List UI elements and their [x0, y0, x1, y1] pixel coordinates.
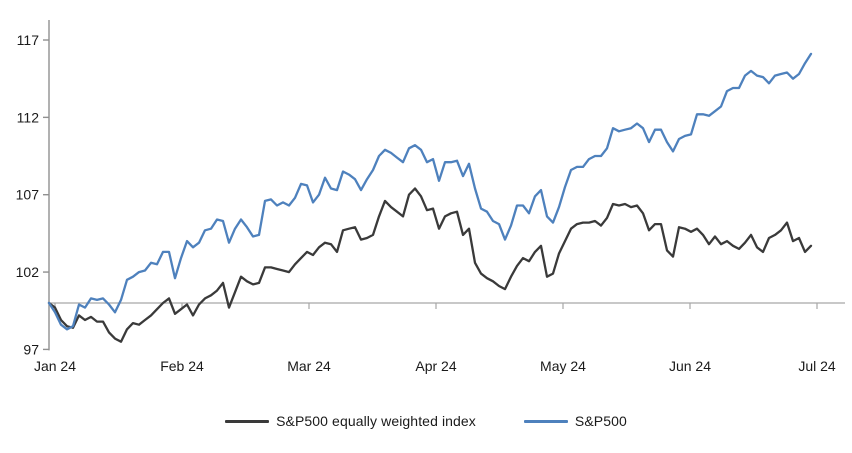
chart-legend: S&P500 equally weighted index S&P500: [0, 413, 852, 429]
y-axis-tick-label: 97: [23, 341, 39, 357]
legend-item-sp500: S&P500: [523, 413, 627, 429]
x-axis-tick-label: May 24: [540, 358, 586, 374]
x-axis-tick-label: Jan 24: [34, 358, 76, 374]
x-axis-tick-label: Mar 24: [287, 358, 331, 374]
y-axis-tick-label: 117: [17, 32, 40, 48]
x-axis-tick-label: Jul 24: [798, 358, 836, 374]
series-line-equal-weight: [47, 187, 813, 343]
x-axis-tick-label: Jun 24: [669, 358, 711, 374]
x-axis-tick-label: Apr 24: [415, 358, 456, 374]
series-line-sp500: [47, 52, 813, 331]
legend-item-equal-weight: S&P500 equally weighted index: [225, 413, 476, 429]
legend-label-equal-weight: S&P500 equally weighted index: [276, 413, 476, 429]
y-axis-tick-label: 102: [16, 264, 40, 280]
legend-line-swatch-sp500: [523, 419, 568, 423]
legend-line-swatch-equal-weight: [225, 419, 270, 423]
y-axis-tick-label: 107: [16, 187, 40, 203]
x-axis-tick-label: Feb 24: [160, 358, 204, 374]
line-chart: 97 102 107 112 117 Jan 24 Feb 24 Mar 24 Apr 24 Ma…: [16, 20, 845, 374]
y-axis-tick-label: 112: [17, 109, 40, 125]
legend-label-sp500: S&P500: [574, 413, 627, 429]
